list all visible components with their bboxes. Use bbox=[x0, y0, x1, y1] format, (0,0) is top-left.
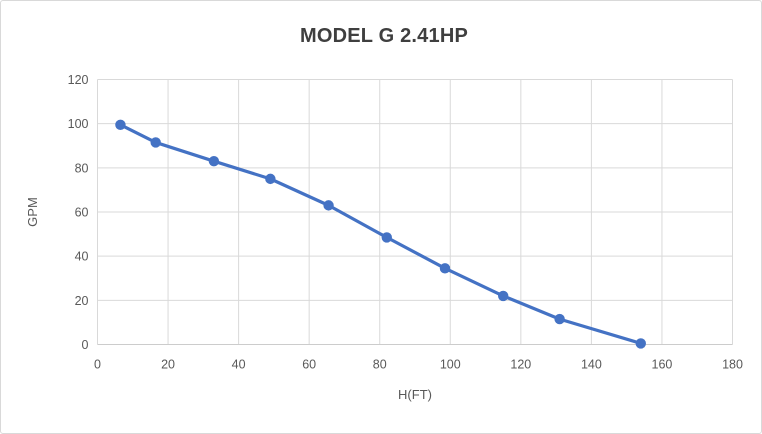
y-tick-label: 60 bbox=[75, 206, 89, 220]
data-point-marker bbox=[497, 290, 509, 302]
x-tick-label: 180 bbox=[722, 358, 743, 372]
y-tick-label: 120 bbox=[68, 73, 89, 87]
x-axis-title: H(FT) bbox=[398, 387, 432, 402]
y-tick-label: 40 bbox=[75, 250, 89, 264]
x-tick-label: 160 bbox=[652, 358, 673, 372]
data-series-line bbox=[115, 119, 646, 349]
y-axis-title: GPM bbox=[25, 197, 40, 227]
data-point-marker bbox=[323, 200, 334, 211]
data-point-marker bbox=[208, 156, 220, 167]
data-point-marker bbox=[554, 313, 565, 325]
data-point-marker bbox=[439, 263, 451, 274]
x-tick-label: 80 bbox=[373, 358, 387, 372]
y-tick-label: 100 bbox=[68, 117, 89, 131]
y-tick-label: 80 bbox=[75, 161, 89, 175]
data-point-marker bbox=[115, 119, 126, 130]
data-point-marker bbox=[150, 137, 161, 148]
gridlines bbox=[97, 79, 733, 345]
data-point-marker bbox=[381, 232, 392, 243]
data-point-marker bbox=[265, 173, 276, 185]
x-tick-label: 60 bbox=[302, 358, 316, 372]
x-tick-label: 20 bbox=[161, 358, 175, 372]
chart-title: MODEL G 2.41HP bbox=[300, 25, 468, 47]
y-tick-label: 0 bbox=[82, 338, 89, 352]
data-point-marker bbox=[635, 338, 646, 349]
x-tick-label: 140 bbox=[581, 358, 602, 372]
x-tick-label: 40 bbox=[232, 358, 246, 372]
x-tick-label: 100 bbox=[440, 358, 461, 372]
y-tick-label: 20 bbox=[75, 294, 89, 308]
x-tick-label: 0 bbox=[94, 358, 101, 372]
axis-tick-labels: 0 20 40 60 80 100 120 140 160 180 0 20 40 60 80 100 120 bbox=[68, 73, 743, 372]
x-tick-label: 120 bbox=[510, 358, 531, 372]
series-line bbox=[118, 123, 643, 345]
